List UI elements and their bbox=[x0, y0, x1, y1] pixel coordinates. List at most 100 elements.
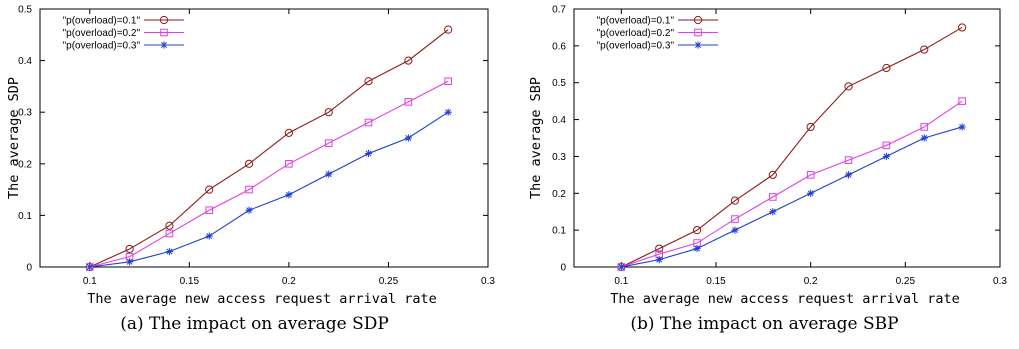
x-tick-label: 0.2 bbox=[282, 276, 296, 287]
data-point bbox=[404, 56, 413, 65]
series-line bbox=[89, 29, 449, 268]
data-point bbox=[444, 25, 453, 34]
data-point bbox=[617, 263, 625, 271]
data-point bbox=[126, 258, 134, 266]
data-point bbox=[844, 82, 853, 91]
y-tick-label: 0.3 bbox=[18, 108, 32, 119]
legend-label: "p(overload)=0.3" bbox=[63, 41, 141, 52]
data-point bbox=[731, 226, 739, 234]
y-tick-label: 0 bbox=[560, 263, 566, 274]
data-point bbox=[958, 123, 966, 131]
data-point bbox=[165, 221, 174, 230]
x-axis-title: The average new access request arrival r… bbox=[610, 291, 960, 307]
data-point bbox=[205, 185, 214, 194]
data-point bbox=[285, 160, 293, 168]
data-point bbox=[245, 206, 253, 214]
y-tick-label: 0.5 bbox=[552, 78, 566, 89]
y-tick-label: 0.3 bbox=[552, 152, 566, 163]
data-point bbox=[364, 149, 373, 158]
legend-marker bbox=[693, 15, 703, 25]
chart-panel-sbp: 0 0.1 0.2 0.3 0.4 0.5 0.6 0.7 0.1 0.15 0.2 0.25 0.3 T… bbox=[510, 0, 1019, 349]
series-star bbox=[617, 123, 966, 271]
data-point bbox=[205, 232, 213, 240]
data-point bbox=[205, 206, 214, 215]
x-tick-label: 0.25 bbox=[896, 276, 916, 287]
legend-label: "p(overload)=0.1" bbox=[63, 16, 141, 27]
y-tick-label: 0 bbox=[26, 263, 32, 274]
x-tick-label: 0.1 bbox=[614, 276, 628, 287]
series-star bbox=[86, 108, 452, 271]
data-point bbox=[958, 97, 966, 105]
data-point bbox=[285, 191, 293, 199]
data-point bbox=[731, 215, 739, 223]
y-tick-label: 0.7 bbox=[552, 5, 566, 16]
data-point bbox=[244, 159, 254, 168]
data-point bbox=[444, 108, 452, 116]
chart-caption: (a) The impact on average SDP bbox=[120, 314, 389, 334]
plot-frame bbox=[573, 8, 1001, 268]
legend-marker bbox=[159, 15, 169, 25]
legend-label: "p(overload)=0.2" bbox=[63, 28, 141, 39]
data-point bbox=[86, 263, 94, 271]
data-point bbox=[882, 141, 891, 150]
data-point bbox=[730, 196, 740, 205]
series-line bbox=[89, 80, 449, 268]
series-line bbox=[621, 126, 963, 268]
data-point bbox=[920, 134, 928, 142]
data-point bbox=[125, 244, 134, 254]
legend-label: "p(overload)=0.3" bbox=[597, 41, 675, 52]
data-point bbox=[284, 128, 293, 137]
y-tick-label: 0.2 bbox=[18, 159, 32, 170]
x-tick-label: 0.25 bbox=[379, 276, 399, 287]
series-line bbox=[621, 100, 963, 268]
data-point bbox=[958, 23, 967, 32]
x-tick-label: 0.3 bbox=[993, 276, 1007, 287]
series-square bbox=[85, 77, 452, 271]
data-point bbox=[692, 226, 702, 235]
data-point bbox=[844, 156, 853, 164]
data-point bbox=[920, 123, 929, 131]
series-square bbox=[617, 97, 966, 271]
legend-label: "p(overload)=0.1" bbox=[597, 16, 675, 27]
x-tick-label: 0.2 bbox=[804, 276, 818, 287]
chart-panel-sdp: 0 0.1 0.2 0.3 0.4 0.5 0.1 0.15 0.2 0.25 0.3 The ave… bbox=[0, 0, 509, 349]
series-line bbox=[621, 26, 963, 268]
sbp-chart: 0 0.1 0.2 0.3 0.4 0.5 0.6 0.7 0.1 0.15 0.2 0.25 0.3 T… bbox=[528, 5, 1007, 308]
data-point bbox=[404, 134, 412, 142]
x-tick-label: 0.1 bbox=[83, 276, 97, 287]
series-line bbox=[89, 111, 449, 268]
legend-label: "p(overload)=0.2" bbox=[597, 28, 675, 39]
plot-frame bbox=[39, 8, 489, 268]
y-tick-label: 0.4 bbox=[552, 115, 566, 126]
y-axis-title: The average SDP bbox=[6, 77, 22, 199]
data-point bbox=[882, 63, 891, 73]
data-point bbox=[165, 247, 174, 256]
data-point bbox=[920, 45, 929, 54]
data-point bbox=[882, 152, 890, 161]
x-axis-title: The average new access request arrival r… bbox=[87, 291, 437, 307]
data-point bbox=[325, 170, 333, 178]
data-point bbox=[245, 185, 253, 194]
chart-caption: (b) The impact on average SBP bbox=[630, 314, 899, 334]
data-point bbox=[404, 98, 413, 106]
data-point bbox=[806, 171, 815, 179]
y-tick-label: 0.1 bbox=[552, 226, 566, 237]
y-tick-label: 0.1 bbox=[18, 211, 32, 222]
y-tick-label: 0.2 bbox=[552, 189, 566, 200]
legend-marker bbox=[160, 28, 168, 37]
legend-marker bbox=[694, 41, 702, 49]
x-tick-label: 0.15 bbox=[180, 276, 200, 287]
data-point bbox=[444, 77, 452, 86]
data-point bbox=[769, 193, 777, 201]
data-point bbox=[655, 256, 663, 264]
data-point bbox=[769, 208, 777, 216]
x-tick-label: 0.15 bbox=[706, 276, 726, 287]
data-point bbox=[844, 171, 853, 179]
data-point bbox=[655, 244, 664, 253]
data-point bbox=[165, 229, 174, 238]
data-point bbox=[806, 122, 815, 132]
data-point bbox=[693, 244, 701, 253]
data-point bbox=[364, 118, 373, 127]
data-point bbox=[364, 77, 373, 86]
